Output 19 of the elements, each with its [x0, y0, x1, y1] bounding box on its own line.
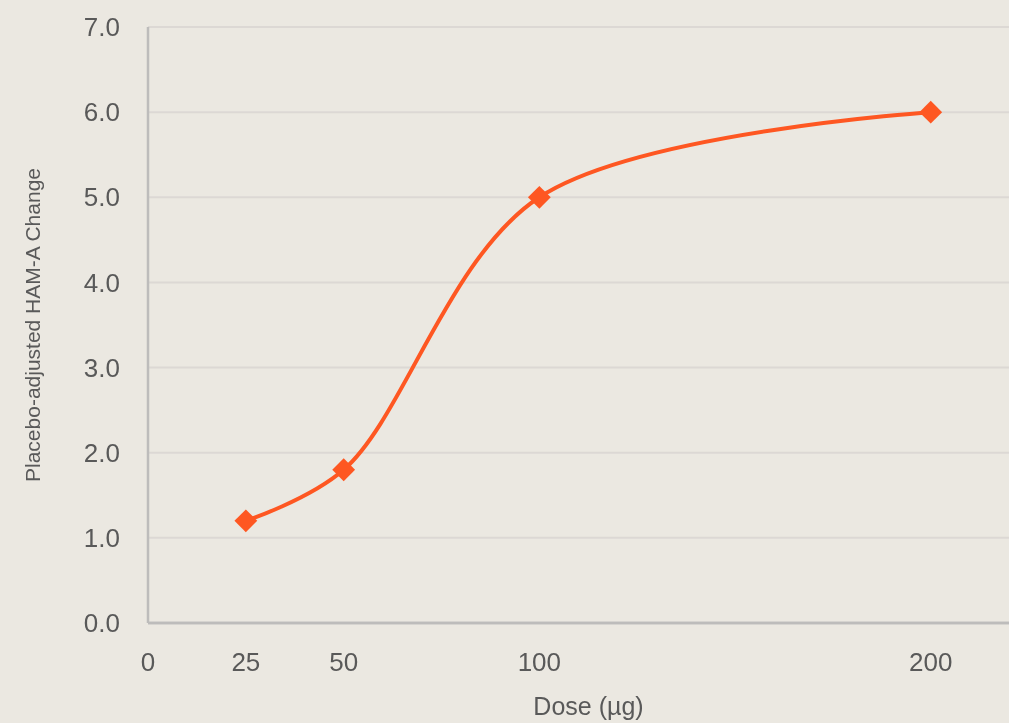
point: [919, 100, 943, 124]
y-tick-label: 6.0: [83, 97, 120, 128]
x-tick-label: 100: [517, 647, 562, 677]
y-tick-label: 3.0: [83, 352, 120, 383]
x-tick-label: 25: [231, 647, 261, 677]
y-tick-label: 7.0: [83, 12, 120, 43]
y-tick-label: 5.0: [83, 182, 120, 213]
x-axis-title: Dose (µg): [533, 692, 644, 720]
x-tick-label: 50: [329, 647, 359, 677]
y-tick-label: 4.0: [83, 267, 120, 298]
point: [332, 458, 356, 482]
y-tick-label: 1.0: [83, 522, 120, 553]
point: [527, 185, 551, 209]
x-tick-label: 0: [140, 647, 156, 677]
y-axis-title: Placebo-adjusted HAM-A Change: [21, 167, 44, 483]
y-tick-label: 0.0: [83, 608, 120, 639]
point: [234, 509, 258, 533]
y-tick-label: 2.0: [83, 437, 120, 468]
x-tick-label: 200: [909, 647, 953, 677]
